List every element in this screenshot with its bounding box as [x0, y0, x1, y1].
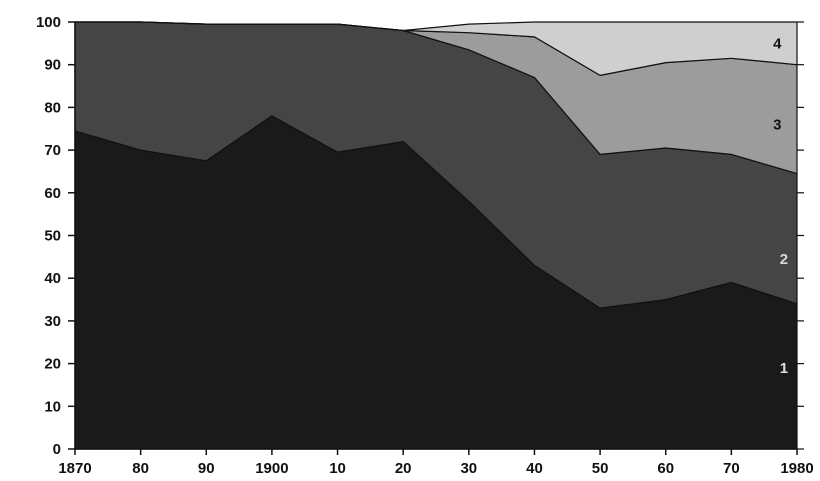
y-tick-label: 40 — [44, 270, 61, 287]
y-tick-label: 70 — [44, 142, 61, 159]
series-label-2: 2 — [780, 251, 788, 268]
x-tick-label: 40 — [526, 460, 543, 477]
series-label-3: 3 — [773, 116, 781, 133]
y-tick-label: 60 — [44, 185, 61, 202]
x-tick-label: 70 — [723, 460, 740, 477]
y-tick-label: 50 — [44, 228, 61, 245]
series-label-1: 1 — [780, 360, 788, 377]
x-tick-label: 90 — [198, 460, 215, 477]
x-tick-label: 1870 — [58, 460, 91, 477]
x-tick-label: 60 — [657, 460, 674, 477]
x-tick-label: 20 — [395, 460, 412, 477]
y-tick-label: 100 — [36, 14, 61, 31]
y-tick-label: 20 — [44, 356, 61, 373]
y-tick-label: 10 — [44, 398, 61, 415]
x-tick-label: 10 — [329, 460, 346, 477]
y-tick-label: 90 — [44, 57, 61, 74]
series-label-4: 4 — [773, 35, 782, 52]
y-axis-ticks: 0 10 20 30 40 50 60 70 80 90 100 — [36, 14, 804, 458]
x-axis-ticks: 1870 80 90 1900 10 20 30 40 50 60 70 1980 — [58, 449, 814, 477]
y-tick-label: 80 — [44, 99, 61, 116]
x-tick-label: 30 — [460, 460, 477, 477]
area-layer — [74, 21, 798, 450]
series-labels: 1 2 3 4 — [773, 35, 788, 377]
y-tick-label: 0 — [53, 441, 61, 458]
x-tick-label: 50 — [592, 460, 609, 477]
y-tick-label: 30 — [44, 313, 61, 330]
x-tick-label: 1900 — [255, 460, 288, 477]
x-tick-label: 80 — [132, 460, 149, 477]
x-tick-label: 1980 — [780, 460, 813, 477]
